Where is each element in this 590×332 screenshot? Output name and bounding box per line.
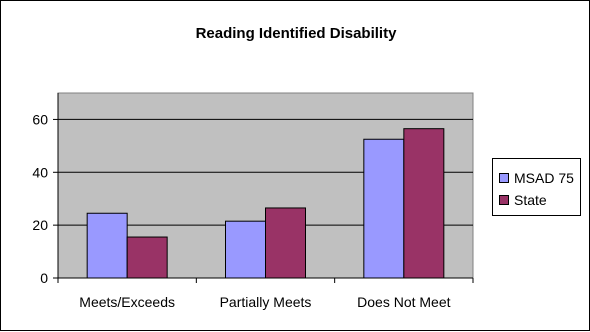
y-tick-label-0: 0 [40, 270, 48, 286]
legend-swatch-state [499, 195, 509, 205]
legend-label-state: State [514, 192, 547, 208]
legend-item-msad-75: MSAD 75 [499, 169, 574, 187]
x-category-label-meets-exceeds: Meets/Exceeds [79, 294, 175, 310]
chart-title: Reading Identified Disability [195, 25, 397, 42]
legend: MSAD 75 State [492, 158, 581, 216]
x-category-label-partially-meets: Partially Meets [220, 294, 312, 310]
bar-state-meets-exceeds [126, 236, 168, 279]
bar-state-does-not-meet [403, 128, 445, 279]
legend-item-state: State [499, 191, 547, 209]
legend-swatch-msad-75 [499, 173, 509, 183]
y-tick-label-40: 40 [32, 164, 48, 180]
bar-state-partially-meets [265, 207, 306, 279]
y-tick-label-20: 20 [32, 217, 48, 233]
bar-msad-75-does-not-meet [363, 138, 405, 279]
bar-msad-75-partially-meets [225, 220, 266, 279]
bar-msad-75-meets-exceeds [86, 212, 128, 279]
x-category-label-does-not-meet: Does Not Meet [357, 294, 450, 310]
legend-label-msad-75: MSAD 75 [514, 170, 574, 186]
y-tick-label-60: 60 [32, 111, 48, 127]
